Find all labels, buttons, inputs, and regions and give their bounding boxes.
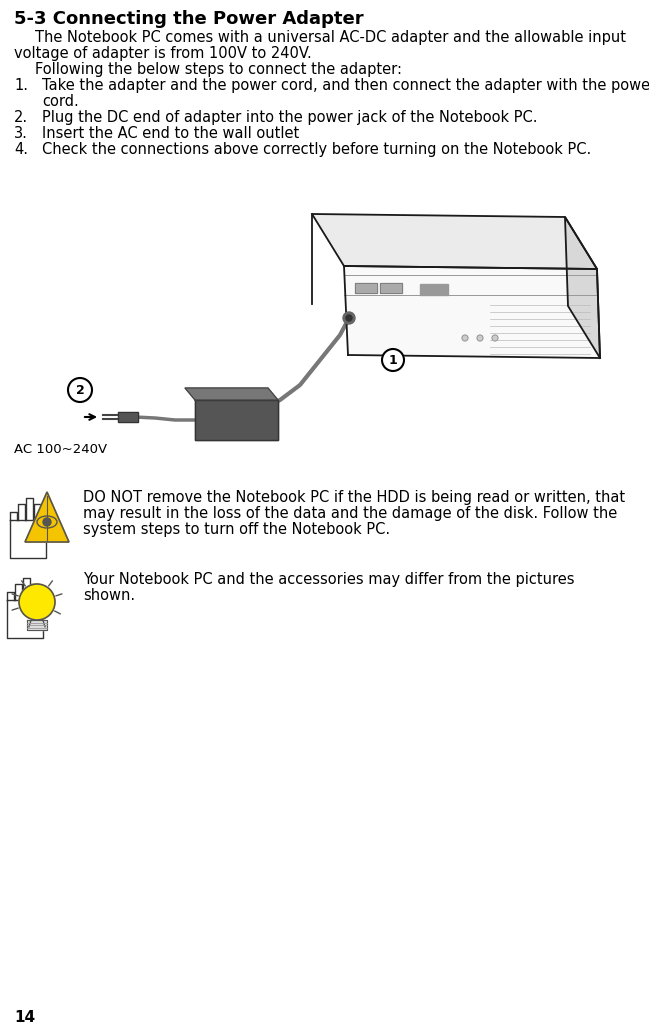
Circle shape xyxy=(19,584,55,620)
Circle shape xyxy=(462,335,468,341)
Text: Following the below steps to connect the adapter:: Following the below steps to connect the… xyxy=(35,62,402,77)
Polygon shape xyxy=(7,600,43,638)
Text: 4.: 4. xyxy=(14,142,28,157)
Text: Insert the AC end to the wall outlet: Insert the AC end to the wall outlet xyxy=(42,126,299,141)
Bar xyxy=(355,283,377,293)
Text: 14: 14 xyxy=(14,1010,35,1025)
Text: The Notebook PC comes with a universal AC-DC adapter and the allowable input: The Notebook PC comes with a universal A… xyxy=(35,30,626,45)
Polygon shape xyxy=(344,267,600,358)
Text: 1.: 1. xyxy=(14,78,28,93)
Polygon shape xyxy=(565,217,600,358)
Circle shape xyxy=(43,518,51,526)
Polygon shape xyxy=(195,400,278,440)
Text: 2: 2 xyxy=(76,384,84,396)
Text: cord.: cord. xyxy=(42,94,79,109)
Text: may result in the loss of the data and the damage of the disk. Follow the: may result in the loss of the data and t… xyxy=(83,506,617,521)
Circle shape xyxy=(382,349,404,371)
Text: 3.: 3. xyxy=(14,126,28,141)
Polygon shape xyxy=(185,388,278,400)
Text: 1: 1 xyxy=(389,354,397,366)
Circle shape xyxy=(343,312,355,324)
Text: Take the adapter and the power cord, and then connect the adapter with the power: Take the adapter and the power cord, and… xyxy=(42,78,649,93)
Bar xyxy=(380,283,402,293)
Bar xyxy=(420,284,448,295)
Text: Plug the DC end of adapter into the power jack of the Notebook PC.: Plug the DC end of adapter into the powe… xyxy=(42,110,537,125)
Polygon shape xyxy=(312,214,597,269)
Circle shape xyxy=(477,335,483,341)
Text: AC 100~240V: AC 100~240V xyxy=(14,443,107,456)
Text: Your Notebook PC and the accessories may differ from the pictures: Your Notebook PC and the accessories may… xyxy=(83,572,574,587)
Text: shown.: shown. xyxy=(83,588,135,603)
Text: voltage of adapter is from 100V to 240V.: voltage of adapter is from 100V to 240V. xyxy=(14,46,312,61)
Text: 2.: 2. xyxy=(14,110,28,125)
Polygon shape xyxy=(118,412,138,422)
Text: system steps to turn off the Notebook PC.: system steps to turn off the Notebook PC… xyxy=(83,522,390,537)
Text: 5-3 Connecting the Power Adapter: 5-3 Connecting the Power Adapter xyxy=(14,10,363,28)
Circle shape xyxy=(68,378,92,402)
Polygon shape xyxy=(27,620,47,630)
Polygon shape xyxy=(25,492,69,542)
Circle shape xyxy=(492,335,498,341)
Polygon shape xyxy=(10,520,46,558)
Text: Check the connections above correctly before turning on the Notebook PC.: Check the connections above correctly be… xyxy=(42,142,591,157)
Circle shape xyxy=(346,315,352,321)
Text: DO NOT remove the Notebook PC if the HDD is being read or written, that: DO NOT remove the Notebook PC if the HDD… xyxy=(83,490,625,505)
